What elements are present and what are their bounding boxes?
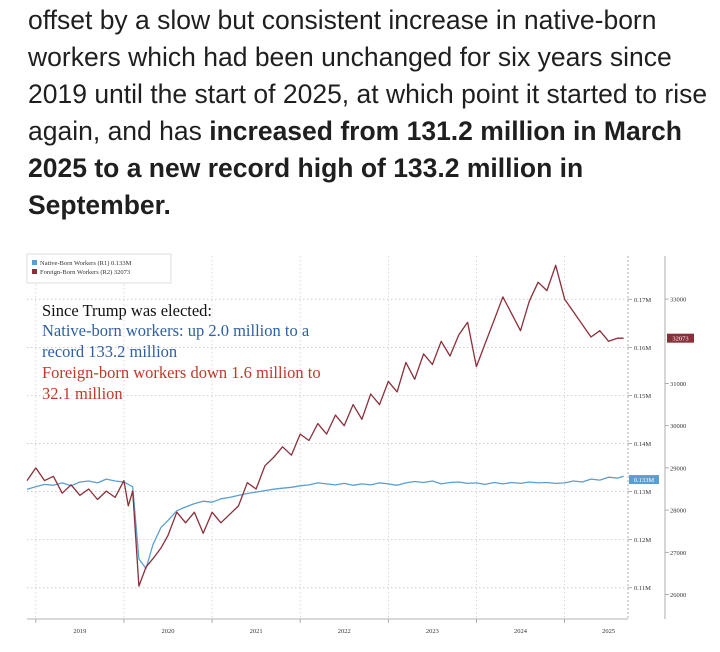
- r1-tick-label: 0.14M: [634, 441, 651, 448]
- annotation-native-line1: Native-born workers: up 2.0 million to a: [42, 321, 310, 340]
- legend-label-native: Native-Born Workers (R1) 0.133M: [40, 260, 132, 267]
- r2-tick-label: 28000: [670, 508, 686, 515]
- foreign-born-line: [26, 264, 624, 587]
- x-tick-label: 2020: [161, 628, 174, 635]
- r2-tick-label: 27000: [670, 550, 686, 557]
- r2-tick-label: 30000: [670, 423, 686, 430]
- badge-foreign-label: 32073: [672, 336, 688, 343]
- annotation-foreign-line2: 32.1 million: [42, 384, 123, 403]
- chart-image: 2019 2020 2021 2022 2023 2024 2025 0.11M 0.12M 0.…: [0, 244, 720, 647]
- r2-tick-label: 26000: [670, 592, 686, 599]
- r1-tick-label: 0.17M: [634, 297, 651, 304]
- r1-tick-label: 0.11M: [634, 585, 651, 592]
- r1-tick-label: 0.12M: [634, 537, 651, 544]
- r2-tick-label: 31000: [670, 381, 686, 388]
- article-text-bold: increased from 131.2 million in March 20…: [28, 116, 682, 220]
- chart-series: [26, 264, 624, 587]
- r1-tick-label: 0.13M: [634, 489, 651, 496]
- x-tick-label: 2024: [514, 628, 528, 635]
- x-tick-label: 2021: [250, 628, 263, 635]
- last-value-badges: 0.133M 32073: [629, 333, 694, 485]
- x-tick-label: 2023: [426, 628, 439, 635]
- chart-grid: [27, 256, 628, 619]
- badge-native-bg: [629, 475, 659, 485]
- legend-swatch-foreign: [32, 269, 37, 274]
- r2-tick-label: 33000: [670, 297, 686, 304]
- r2-tick-label: 29000: [670, 465, 686, 472]
- x-tick-label: 2025: [602, 628, 615, 635]
- annotation-title: Since Trump was elected:: [42, 301, 212, 320]
- r1-tick-label: 0.16M: [634, 345, 651, 352]
- r1-tick-label: 0.15M: [634, 393, 651, 400]
- chart-annotation: Since Trump was elected: Native-born wor…: [42, 301, 321, 403]
- legend-label-foreign: Foreign-Born Workers (R2) 32073: [40, 269, 130, 276]
- article-paragraph: offset by a slow but consistent increase…: [28, 2, 708, 224]
- native-born-line: [26, 475, 624, 570]
- x-tick-label: 2022: [338, 628, 351, 635]
- badge-foreign-bg: [667, 333, 694, 343]
- annotation-foreign-line1: Foreign-born workers down 1.6 million to: [42, 363, 321, 382]
- chart-axes: 2019 2020 2021 2022 2023 2024 2025 0.11M 0.12M 0.…: [27, 256, 686, 635]
- legend-box: [26, 253, 172, 284]
- legend-swatch-native: [32, 260, 37, 265]
- badge-native-label: 0.133M: [634, 477, 655, 484]
- legend: Native-Born Workers (R1) 0.133M Foreign-…: [26, 253, 172, 284]
- annotation-native-line2: record 133.2 million: [42, 342, 177, 361]
- article-text: offset by a slow but consistent increase…: [28, 5, 708, 146]
- x-tick-label: 2019: [73, 628, 86, 635]
- chart-svg: 2019 2020 2021 2022 2023 2024 2025 0.11M 0.12M 0.…: [26, 253, 694, 635]
